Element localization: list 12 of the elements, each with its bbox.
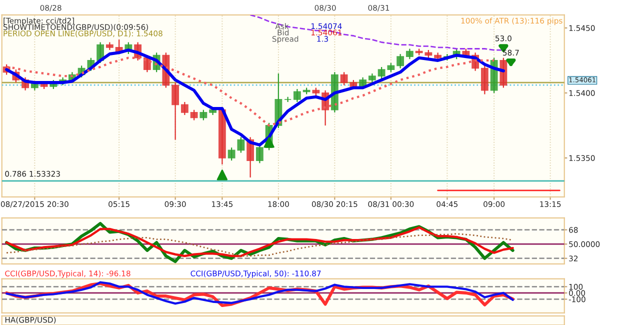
candlestick [172,82,180,140]
candlestick [180,101,188,116]
candlestick [293,88,301,103]
candlestick [480,65,488,95]
candlestick [190,109,198,121]
line-series [6,233,514,257]
candlestick [368,72,376,84]
candlestick [396,53,404,69]
candlestick [200,109,208,121]
line-series [5,226,514,258]
candlestick [256,144,264,164]
candlestick [406,48,414,60]
